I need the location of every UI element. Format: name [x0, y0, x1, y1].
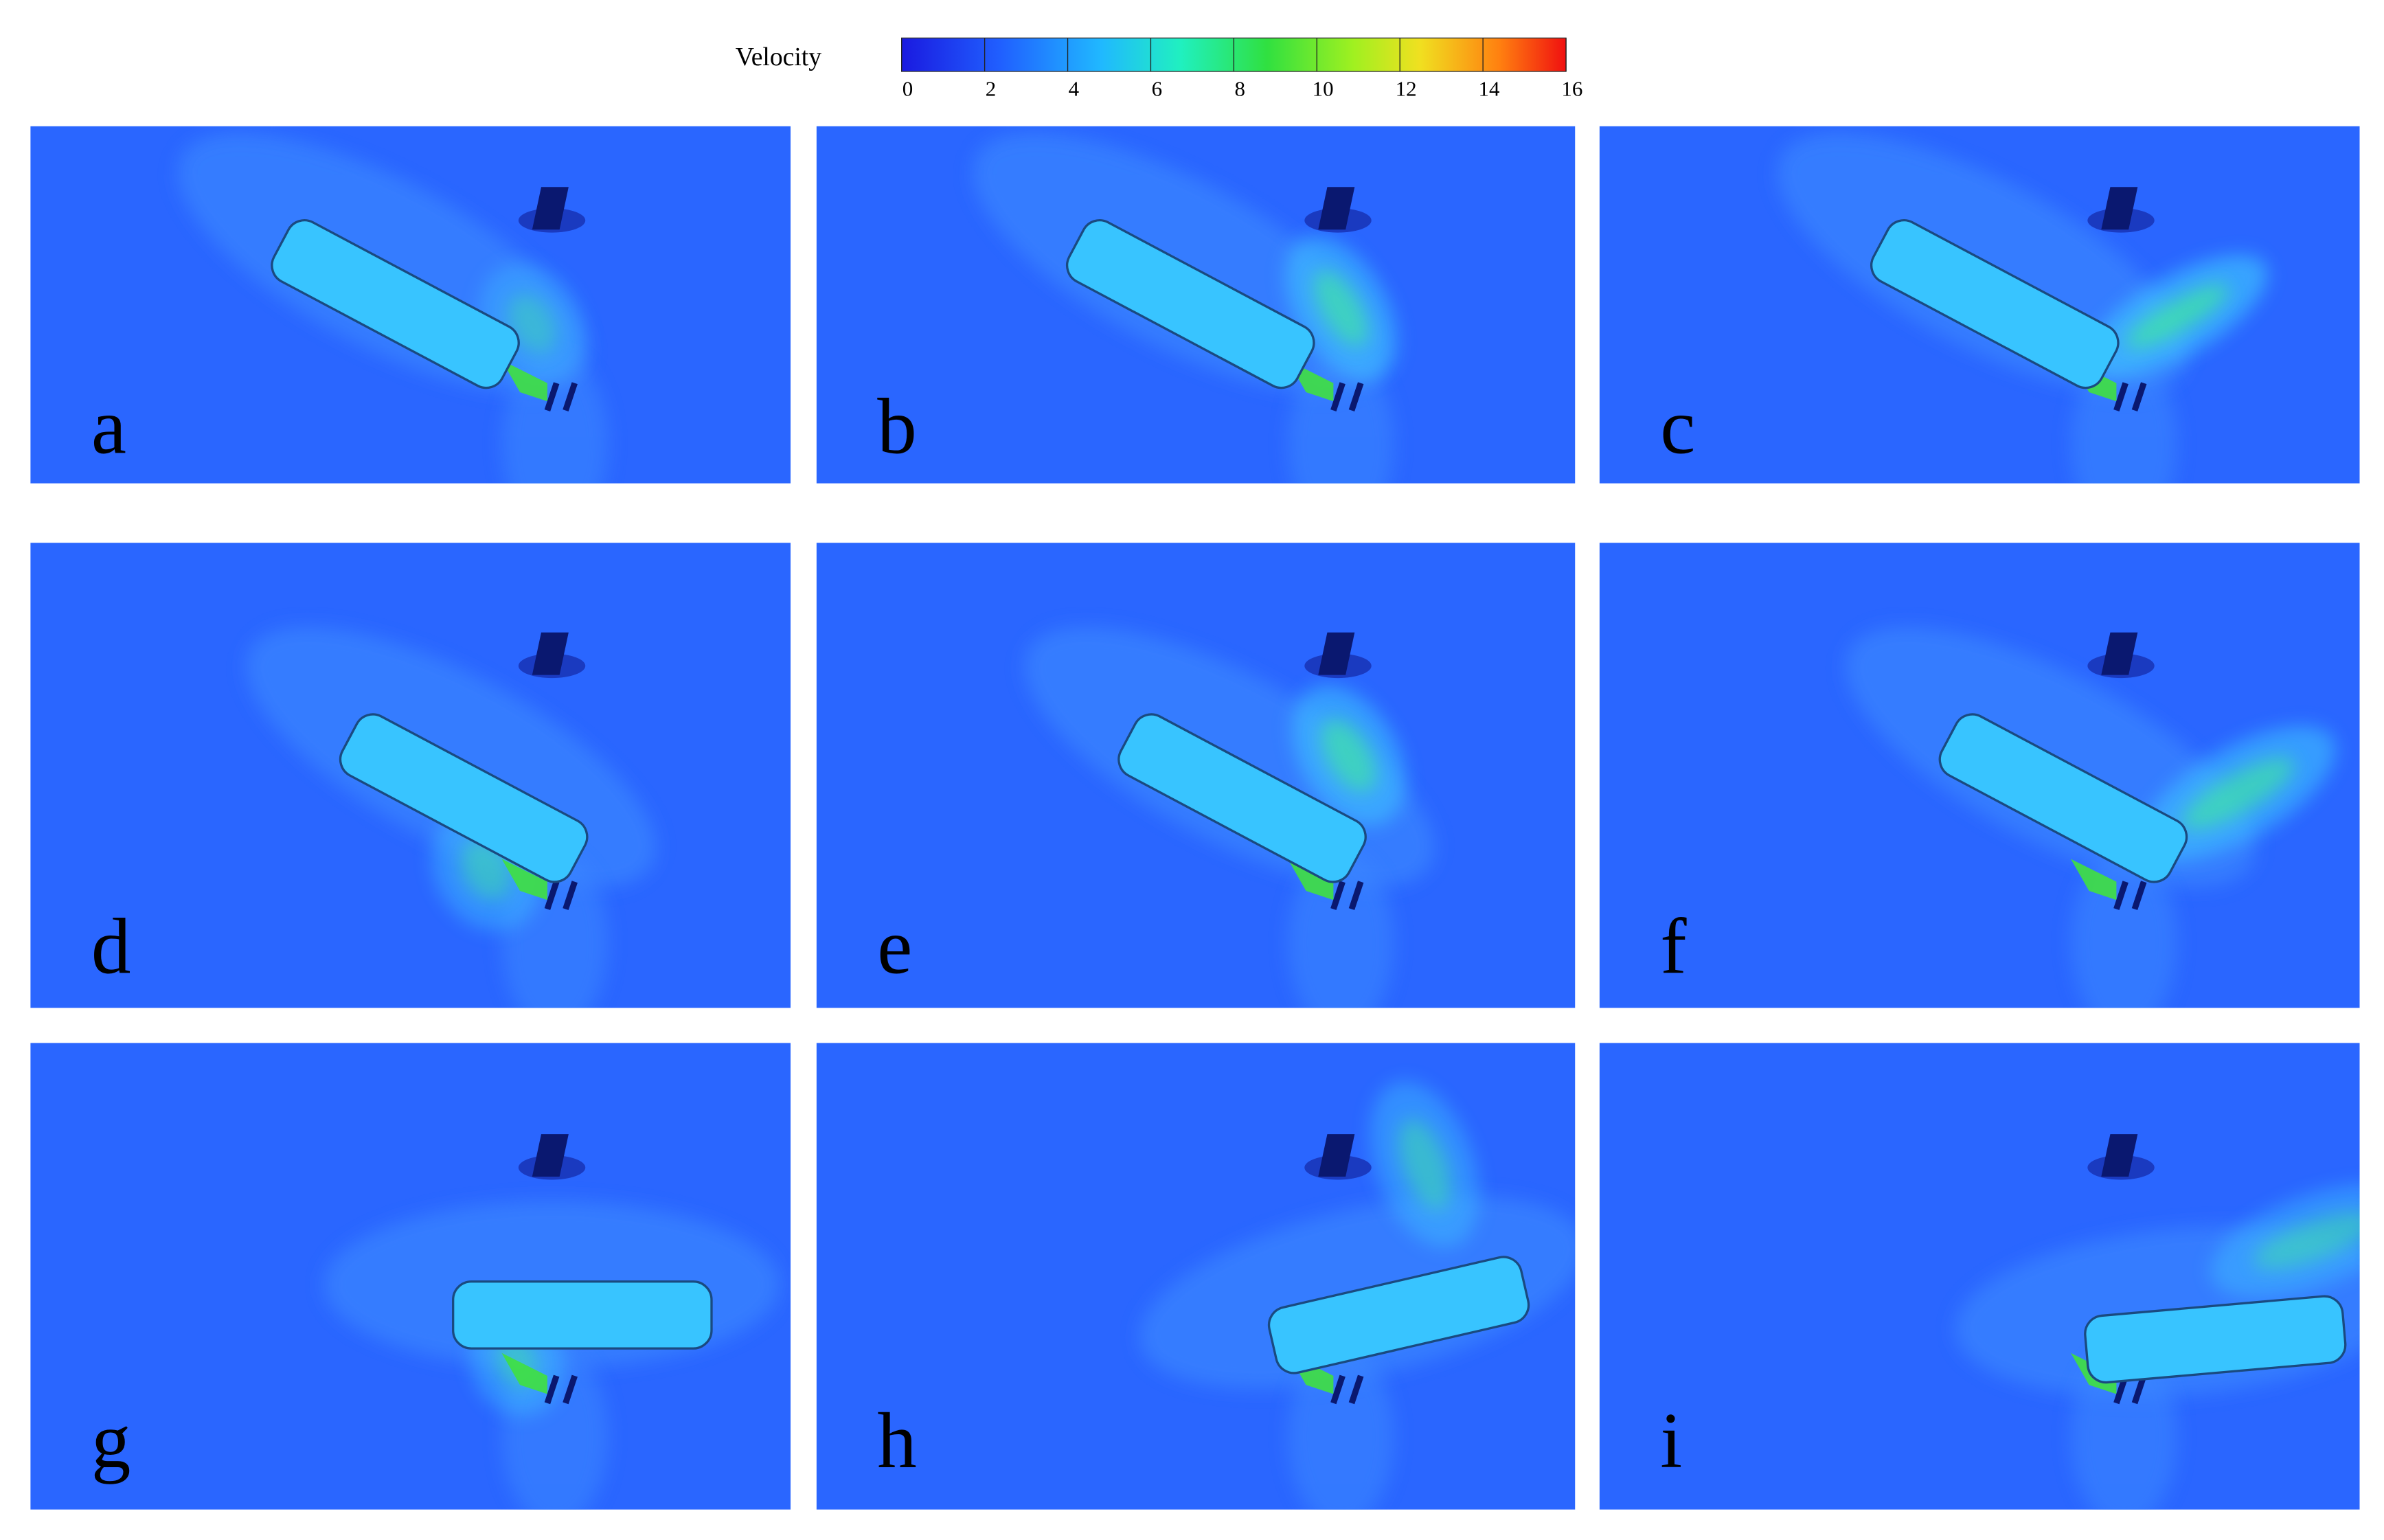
colorbar-tick-label: 4: [1069, 76, 1079, 100]
pile: [1330, 1374, 1346, 1405]
pile: [563, 382, 578, 411]
plume-core: [2254, 1212, 2360, 1269]
colorbar-tick-label: 10: [1313, 76, 1334, 100]
pile: [544, 1374, 560, 1405]
ship: [452, 1280, 713, 1350]
plume-core: [2126, 284, 2229, 348]
panel: a: [30, 126, 791, 484]
pile: [563, 881, 578, 910]
ship: [339, 713, 589, 883]
panel: f: [1599, 543, 2360, 1008]
building: [2101, 632, 2138, 675]
pile: [2113, 382, 2128, 411]
panel: b: [816, 126, 1576, 484]
colorbar-tick-label: 2: [986, 76, 996, 100]
ship: [1267, 1256, 1530, 1374]
pile: [2113, 881, 2128, 910]
plume-core: [1314, 270, 1368, 347]
pile: [2131, 881, 2147, 910]
jet: [501, 360, 547, 402]
building: [1318, 632, 1355, 675]
pile: [1330, 382, 1346, 411]
building: [532, 187, 569, 230]
panel-label: g: [91, 1396, 131, 1484]
colorbar-tick-label: 14: [1479, 76, 1500, 100]
building: [2101, 187, 2138, 230]
colorbar-tick-label: 6: [1152, 76, 1162, 100]
building: [1318, 187, 1355, 230]
pile: [1348, 1374, 1364, 1405]
pile: [2131, 382, 2147, 411]
panel-label: a: [91, 383, 126, 471]
colorbar-tick-label: 8: [1234, 76, 1245, 100]
building: [532, 632, 569, 675]
pile: [544, 382, 560, 411]
jet: [1287, 859, 1334, 901]
panel-label: h: [877, 1396, 917, 1484]
pile: [563, 1374, 578, 1405]
colorbar-tick-label: 0: [902, 76, 913, 100]
building: [532, 1134, 569, 1177]
jet: [2070, 859, 2117, 901]
pile: [544, 881, 560, 910]
plume-core: [1398, 1118, 1451, 1210]
plume-core: [1321, 718, 1376, 793]
panel-label: f: [1660, 902, 1687, 990]
plume-core: [508, 294, 557, 354]
panel: i: [1599, 1043, 2360, 1510]
ship: [1938, 713, 2188, 883]
pile: [1348, 881, 1364, 910]
ship: [1870, 219, 2120, 389]
panel-label: d: [91, 902, 131, 990]
jet: [501, 859, 547, 901]
panel-label: b: [877, 383, 917, 471]
panel: d: [30, 543, 791, 1008]
ship: [271, 219, 520, 389]
panel: h: [816, 1043, 1576, 1510]
ship: [2084, 1295, 2347, 1384]
building: [1318, 1134, 1355, 1177]
colorbar-tick-label: 16: [1561, 76, 1582, 100]
ship: [1065, 219, 1315, 389]
plume-core: [2181, 757, 2295, 830]
pile: [1348, 382, 1364, 411]
panel-label: i: [1660, 1396, 1682, 1484]
panel-label: e: [877, 902, 912, 990]
panel: g: [30, 1043, 791, 1510]
colorbar-title: Velocity: [736, 43, 822, 71]
jet: [501, 1352, 547, 1394]
panel-label: c: [1660, 383, 1695, 471]
panel: e: [816, 543, 1576, 1008]
building: [2101, 1134, 2138, 1177]
panel: c: [1599, 126, 2360, 484]
pile: [1330, 881, 1346, 910]
colorbar-tick-label: 12: [1396, 76, 1417, 100]
ship: [1117, 713, 1367, 883]
